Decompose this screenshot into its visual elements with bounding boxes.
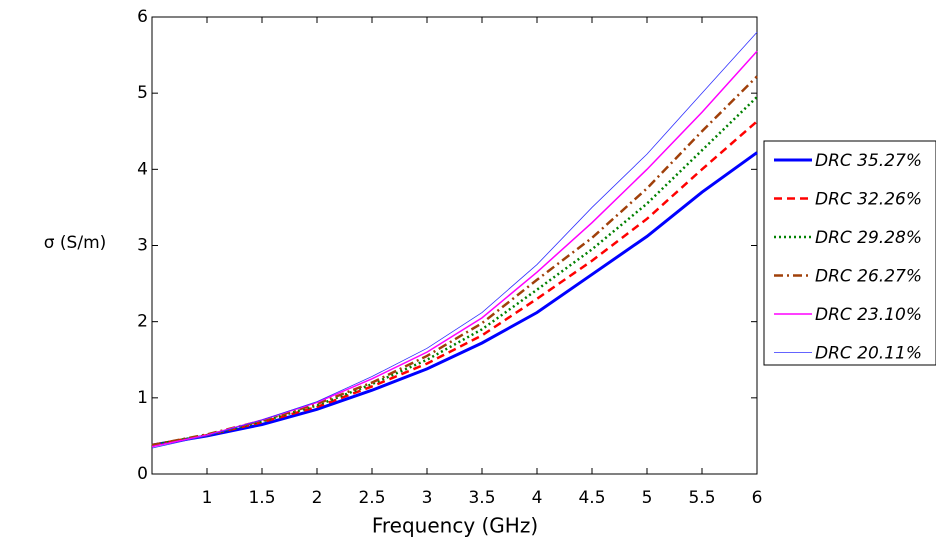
x-tick-label: 2.5 <box>358 488 385 508</box>
legend-label: DRC 26.27% <box>815 267 922 287</box>
legend <box>763 140 936 366</box>
data-line <box>151 120 758 447</box>
legend-label: DRC 20.11% <box>815 344 922 364</box>
legend-label: DRC 23.10% <box>815 305 922 325</box>
x-tick-label: 5.5 <box>688 488 715 508</box>
plot-area <box>151 16 758 475</box>
legend-label: DRC 29.28% <box>815 228 922 248</box>
x-tick-label: 1.5 <box>248 488 275 508</box>
y-axis-label: σ (S/m) <box>44 233 107 253</box>
y-tick-label: 0 <box>137 464 148 484</box>
x-tick-label: 3 <box>422 488 433 508</box>
x-tick-label: 4.5 <box>578 488 605 508</box>
legend-label: DRC 35.27% <box>815 151 922 171</box>
y-tick-label: 5 <box>137 83 148 103</box>
data-line <box>151 31 758 449</box>
y-tick-label: 4 <box>137 159 148 179</box>
data-line <box>151 151 758 447</box>
x-tick-label: 6 <box>752 488 763 508</box>
legend-label: DRC 32.26% <box>815 190 922 210</box>
x-axis-label: Frequency (GHz) <box>372 514 538 538</box>
x-tick-label: 3.5 <box>468 488 495 508</box>
y-tick-label: 2 <box>137 312 148 332</box>
data-line <box>151 96 758 447</box>
y-tick-label: 1 <box>137 388 148 408</box>
x-tick-label: 1 <box>202 488 213 508</box>
y-tick-label: 6 <box>137 7 148 27</box>
x-tick-label: 4 <box>532 488 543 508</box>
x-tick-label: 5 <box>642 488 653 508</box>
y-tick-label: 3 <box>137 236 148 256</box>
x-tick-label: 2 <box>312 488 323 508</box>
